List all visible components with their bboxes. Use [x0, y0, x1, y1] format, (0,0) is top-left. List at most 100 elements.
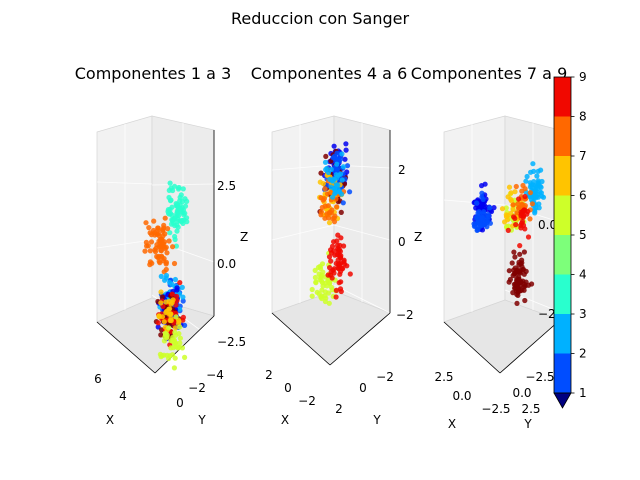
scatter-point-class-3 [179, 284, 185, 290]
subplot-3[interactable]: Componentes 7 a 9 2.5 0.0 −2.5 X −2.5 0.… [411, 64, 568, 431]
scatter-point-class-6 [164, 308, 170, 314]
scatter-point-class-3 [330, 194, 336, 200]
scatter-point-class-8 [521, 213, 527, 219]
subplot-2-ytick-0: 2 [335, 402, 343, 416]
scatter-point-class-8 [522, 207, 528, 213]
subplot-1-ztick-2: −2.5 [217, 335, 246, 349]
colorbar-tick-label: 4 [579, 268, 587, 282]
subplot-1-ytick-2: −4 [206, 368, 224, 382]
scatter-point-class-5 [319, 280, 325, 286]
colorbar-extend-min [553, 392, 572, 409]
scatter-point-class-7 [318, 209, 324, 215]
scatter-point-class-7 [319, 204, 325, 211]
scatter-point-class-8 [347, 271, 353, 277]
colorbar-tick-label: 1 [579, 386, 587, 400]
subplot-2[interactable]: Componentes 4 a 6 2 0 −2 X 2 0 −2 Y 2 [251, 64, 422, 427]
subplot-1-ylabel: Y [197, 413, 206, 427]
scatter-point-class-3 [158, 273, 164, 279]
scatter-point-class-4 [172, 233, 178, 240]
scatter-point-class-4 [166, 194, 172, 201]
scatter-point-class-7 [143, 239, 149, 245]
colorbar-segment-5 [554, 195, 571, 235]
scatter-point-class-2 [472, 223, 478, 229]
scatter-point-class-9 [523, 268, 529, 274]
subplot-2-ztick-0: 2 [398, 163, 406, 177]
subplot-1-ztick-1: 0.0 [217, 257, 236, 271]
scatter-point-class-1 [174, 285, 180, 291]
scatter-point-class-5 [327, 280, 333, 286]
scatter-point-class-8 [525, 234, 532, 240]
colorbar-segment-4 [554, 235, 571, 275]
scatter-point-class-3 [339, 151, 345, 157]
scatter-point-class-9 [513, 271, 520, 277]
subplot-3-ytick-2: 2.5 [521, 402, 540, 416]
scatter-point-class-3 [531, 179, 537, 185]
scatter-point-class-6 [512, 189, 518, 195]
scatter-point-class-6 [317, 179, 323, 185]
figure-title: Reduccion con Sanger [231, 9, 410, 28]
scatter-point-class-4 [165, 208, 171, 215]
scatter-point-class-5 [505, 223, 511, 229]
scatter-point-class-3 [528, 169, 534, 175]
scatter-point-class-2 [347, 189, 353, 195]
scatter-point-class-3 [339, 177, 345, 183]
scatter-point-class-8 [155, 320, 161, 326]
scatter-point-class-5 [175, 345, 181, 351]
scatter-point-class-7 [322, 186, 328, 192]
subplot-1-scatter [142, 180, 190, 371]
scatter-point-class-6 [503, 212, 509, 218]
subplot-1[interactable]: Componentes 1 a 3 6 4 X 0 −2 −4 Y 2.5 [75, 64, 248, 427]
subplot-2-ylabel: Y [372, 413, 381, 427]
scatter-point-class-1 [482, 181, 488, 187]
scatter-point-class-7 [510, 202, 516, 208]
scatter-point-class-7 [151, 218, 157, 224]
scatter-point-class-7 [161, 222, 167, 228]
scatter-point-class-9 [515, 289, 521, 295]
scatter-point-class-6 [161, 319, 167, 325]
scatter-point-class-1 [342, 156, 348, 162]
scatter-point-class-6 [168, 301, 174, 307]
scatter-point-class-5 [309, 286, 315, 293]
scatter-point-class-9 [318, 170, 324, 176]
scatter-point-class-8 [513, 222, 519, 228]
subplot-3-ztick-0: 0.0 [538, 218, 557, 232]
subplot-2-scatter [309, 141, 353, 306]
scatter-point-class-6 [326, 220, 333, 226]
scatter-point-class-7 [146, 225, 152, 231]
scatter-point-class-5 [159, 353, 165, 359]
scatter-point-class-5 [162, 331, 169, 337]
scatter-point-class-9 [521, 287, 527, 293]
scatter-point-class-2 [487, 205, 493, 211]
scatter-point-class-7 [152, 249, 159, 255]
subplot-3-panes [443, 115, 561, 374]
scatter-point-class-3 [177, 306, 183, 312]
scatter-point-class-5 [326, 300, 332, 306]
scatter-point-class-9 [517, 251, 523, 257]
scatter-point-class-4 [184, 198, 190, 204]
subplot-2-ztick-1: 0 [398, 235, 406, 249]
scatter-point-class-9 [515, 292, 521, 298]
scatter-point-class-8 [505, 227, 511, 233]
scatter-point-class-7 [165, 226, 171, 232]
scatter-point-class-8 [169, 291, 175, 297]
scatter-point-class-5 [322, 293, 328, 299]
scatter-point-class-7 [147, 262, 153, 268]
scatter-point-class-6 [158, 300, 164, 306]
scatter-point-class-4 [178, 206, 184, 212]
scatter-point-class-5 [177, 324, 183, 330]
scatter-point-class-7 [155, 225, 161, 231]
scatter-point-class-8 [335, 232, 341, 238]
scatter-point-class-6 [170, 297, 176, 303]
scatter-point-class-3 [334, 161, 340, 167]
scatter-point-class-1 [343, 141, 349, 147]
scatter-point-class-4 [170, 187, 176, 194]
scatter-point-class-8 [335, 265, 341, 271]
scatter-point-class-9 [517, 268, 523, 274]
scatter-point-class-8 [337, 248, 343, 254]
scatter-point-class-2 [479, 190, 485, 196]
scatter-point-class-8 [337, 242, 343, 248]
subplot-1-ytick-0: 0 [176, 396, 184, 410]
scatter-point-class-9 [509, 260, 515, 266]
scatter-point-class-3 [331, 176, 337, 182]
scatter-point-class-2 [340, 200, 346, 206]
